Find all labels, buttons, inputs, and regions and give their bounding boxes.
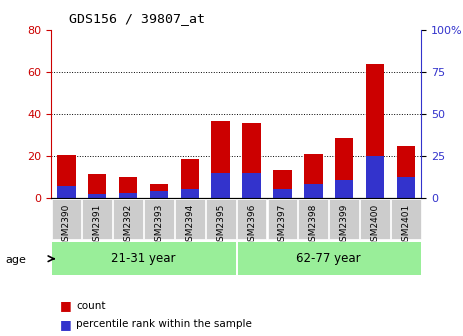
Bar xyxy=(273,189,292,198)
Bar xyxy=(206,199,236,239)
Bar xyxy=(119,193,138,198)
Bar xyxy=(242,123,261,198)
Bar xyxy=(150,183,168,198)
Bar xyxy=(82,199,112,239)
Bar xyxy=(212,121,230,198)
Text: GSM2392: GSM2392 xyxy=(124,203,132,247)
Bar xyxy=(150,191,168,198)
Bar xyxy=(88,174,106,198)
Bar xyxy=(329,199,359,239)
Bar xyxy=(304,154,323,198)
Bar xyxy=(144,199,174,239)
Bar xyxy=(51,242,236,276)
Bar xyxy=(57,155,75,198)
Text: GSM2399: GSM2399 xyxy=(340,203,349,247)
Text: GSM2398: GSM2398 xyxy=(309,203,318,247)
Bar xyxy=(175,199,205,239)
Text: ■: ■ xyxy=(60,299,72,312)
Text: count: count xyxy=(76,301,106,311)
Bar xyxy=(360,199,390,239)
Text: GSM2397: GSM2397 xyxy=(278,203,287,247)
Text: GSM2401: GSM2401 xyxy=(401,203,410,247)
Text: GSM2395: GSM2395 xyxy=(216,203,225,247)
Bar xyxy=(335,138,353,198)
Bar xyxy=(242,173,261,198)
Bar xyxy=(304,183,323,198)
Text: age: age xyxy=(6,255,26,265)
Bar xyxy=(119,177,138,198)
Bar xyxy=(181,189,199,198)
Text: GSM2393: GSM2393 xyxy=(155,203,163,247)
Text: GSM2390: GSM2390 xyxy=(62,203,71,247)
Bar xyxy=(181,159,199,198)
Bar xyxy=(299,199,328,239)
Text: GDS156 / 39807_at: GDS156 / 39807_at xyxy=(69,12,206,25)
Bar xyxy=(212,173,230,198)
Text: ■: ■ xyxy=(60,318,72,331)
Text: GSM2400: GSM2400 xyxy=(370,203,380,247)
Bar xyxy=(273,170,292,198)
Bar xyxy=(366,64,384,198)
Bar xyxy=(335,180,353,198)
Bar xyxy=(237,199,266,239)
Bar xyxy=(57,185,75,198)
Bar xyxy=(238,242,421,276)
Bar xyxy=(397,177,415,198)
Text: 21-31 year: 21-31 year xyxy=(111,252,176,265)
Bar xyxy=(88,194,106,198)
Bar xyxy=(113,199,143,239)
Text: 62-77 year: 62-77 year xyxy=(296,252,361,265)
Text: GSM2394: GSM2394 xyxy=(185,203,194,247)
Text: GSM2391: GSM2391 xyxy=(93,203,102,247)
Bar xyxy=(397,146,415,198)
Bar xyxy=(51,199,81,239)
Bar xyxy=(391,199,421,239)
Bar xyxy=(366,156,384,198)
Bar xyxy=(268,199,297,239)
Text: percentile rank within the sample: percentile rank within the sample xyxy=(76,319,252,329)
Text: GSM2396: GSM2396 xyxy=(247,203,256,247)
